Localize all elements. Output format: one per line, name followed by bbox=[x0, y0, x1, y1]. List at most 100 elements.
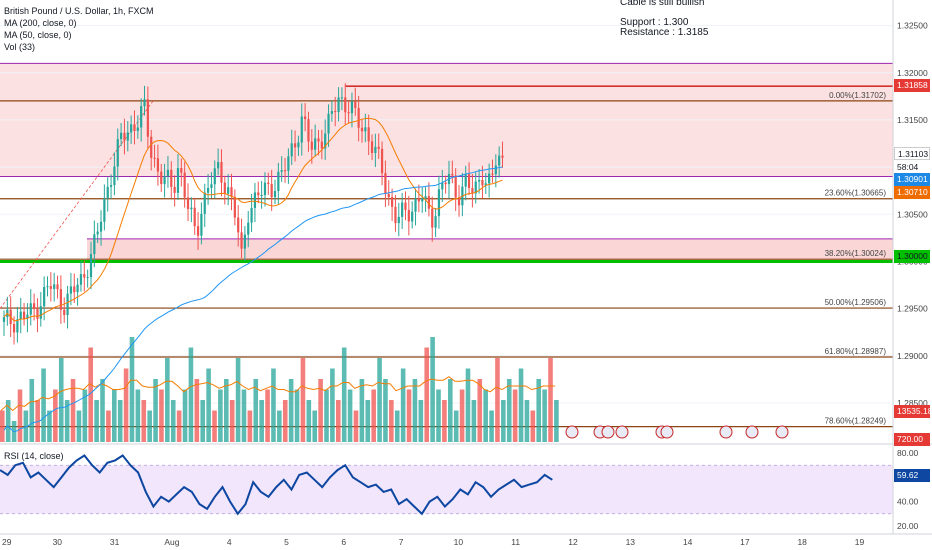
candle-body bbox=[424, 196, 427, 199]
candles bbox=[2, 83, 504, 345]
candle-body bbox=[86, 277, 89, 279]
candle-body bbox=[467, 174, 471, 189]
candle-body bbox=[133, 124, 136, 131]
volume-bar bbox=[159, 389, 164, 442]
price-tick-label: 1.31500 bbox=[897, 115, 928, 125]
candle-body bbox=[404, 202, 407, 211]
volume-bar bbox=[377, 358, 382, 442]
candle-body bbox=[223, 182, 226, 194]
volume-bar bbox=[365, 400, 371, 442]
candle-body bbox=[431, 208, 434, 228]
volume-bar bbox=[336, 400, 341, 442]
candle-body bbox=[401, 202, 404, 217]
rsi-legend: RSI (14, close) bbox=[4, 451, 64, 461]
volume-bar bbox=[530, 410, 536, 442]
volume-bar bbox=[76, 410, 82, 442]
volume-bar bbox=[459, 389, 465, 442]
trend-dashed-line bbox=[0, 100, 154, 309]
volume-bar bbox=[123, 368, 129, 442]
event-flag-icon bbox=[745, 425, 759, 439]
volume-bar bbox=[247, 410, 253, 442]
volume-bar bbox=[471, 400, 477, 442]
volume-bar bbox=[318, 379, 323, 442]
candle-body bbox=[69, 286, 73, 294]
volume-bar bbox=[29, 379, 35, 442]
volume-bar bbox=[212, 410, 217, 442]
candle-body bbox=[29, 303, 32, 315]
candle-body bbox=[293, 143, 297, 148]
countdown-tag: 58:04 bbox=[894, 161, 930, 174]
volume-bar bbox=[418, 400, 424, 442]
candle-body bbox=[26, 314, 29, 319]
candle-body bbox=[126, 132, 129, 141]
candle-body bbox=[66, 293, 69, 316]
candle-body bbox=[237, 217, 240, 233]
candle-body bbox=[330, 111, 333, 114]
fib-labels: 0.00%(1.31702) 23.60%(1.30665) 38.20%(1.30… bbox=[825, 91, 887, 426]
candle-body bbox=[498, 155, 501, 166]
price-tick-label: 1.29000 bbox=[897, 351, 928, 361]
candle-body bbox=[240, 232, 243, 249]
volume-bar bbox=[542, 389, 547, 442]
volume-bar bbox=[489, 410, 494, 442]
rsi-tick-label: 20.00 bbox=[897, 521, 919, 531]
candle-body bbox=[146, 99, 149, 137]
candle-body bbox=[494, 165, 497, 175]
volume-bar bbox=[88, 347, 94, 442]
event-flag-icon bbox=[660, 425, 674, 439]
volume-bar bbox=[430, 337, 435, 442]
fib-label: 50.00%(1.29506) bbox=[825, 298, 887, 307]
date-tick-label: 19 bbox=[855, 537, 865, 547]
volume-bar bbox=[241, 389, 247, 442]
candle-body bbox=[183, 172, 186, 198]
volume-bar bbox=[117, 400, 123, 442]
candle-body bbox=[49, 286, 52, 289]
candle-body bbox=[53, 284, 56, 289]
candle-body bbox=[253, 192, 257, 208]
fib-label: 0.00%(1.31702) bbox=[829, 91, 886, 100]
volume-bar bbox=[524, 400, 530, 442]
volume-bar bbox=[82, 389, 88, 442]
volume-bar bbox=[518, 368, 524, 442]
volume-bar bbox=[389, 400, 394, 442]
rsi-line bbox=[0, 454, 553, 516]
candle-body bbox=[441, 182, 444, 190]
price-tick-label: 1.32500 bbox=[897, 21, 928, 31]
date-tick-label: 30 bbox=[53, 537, 63, 547]
volume-bar bbox=[141, 400, 147, 442]
volume-bar bbox=[453, 410, 459, 442]
candle-body bbox=[427, 196, 431, 209]
volume-bar bbox=[412, 379, 418, 442]
candle-body bbox=[384, 173, 387, 194]
price-tick-label: 1.29500 bbox=[897, 304, 928, 314]
volume-bar bbox=[448, 379, 453, 442]
candle-body bbox=[160, 171, 163, 185]
candle-body bbox=[310, 141, 313, 150]
ma50-legend: MA (50, close, 0) bbox=[4, 30, 72, 40]
candle-body bbox=[143, 99, 146, 107]
volume-bar bbox=[253, 379, 259, 442]
candle-body bbox=[267, 182, 270, 184]
candle-body bbox=[163, 176, 166, 185]
candle-body bbox=[257, 192, 260, 196]
candle-body bbox=[73, 286, 76, 293]
idea-resistance: Resistance : 1.3185 bbox=[620, 27, 709, 38]
candle-body bbox=[103, 198, 106, 222]
date-tick-label: 10 bbox=[454, 537, 464, 547]
candle-body bbox=[116, 139, 119, 167]
candle-body bbox=[320, 141, 323, 149]
date-tick-label: 6 bbox=[341, 537, 346, 547]
date-tick-label: 7 bbox=[399, 537, 404, 547]
candle-body bbox=[99, 221, 103, 232]
candle-body bbox=[96, 231, 99, 235]
fib-label: 38.20%(1.30024) bbox=[825, 249, 887, 258]
candle-body bbox=[317, 138, 320, 142]
volume-bar bbox=[483, 389, 488, 442]
event-flag-icon bbox=[565, 425, 579, 439]
candle-body bbox=[444, 182, 447, 185]
candle-body bbox=[277, 171, 280, 192]
volume-bar bbox=[394, 410, 400, 442]
volume-bar bbox=[147, 410, 152, 442]
candle-body bbox=[344, 97, 347, 113]
